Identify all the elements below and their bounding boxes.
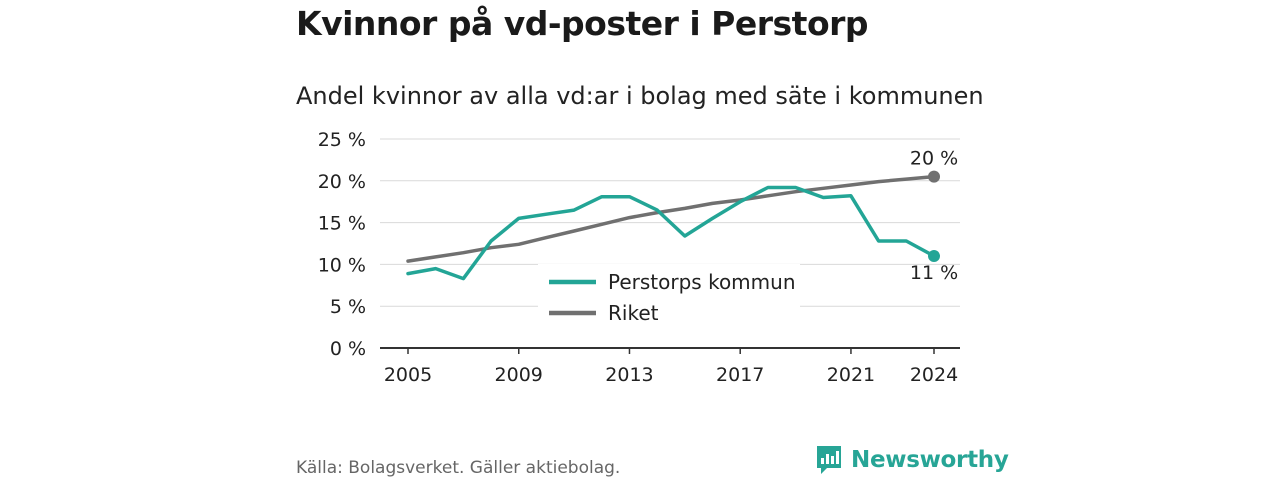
brand-name: Newsworthy (851, 447, 1009, 473)
y-tick-label: 5 % (330, 296, 366, 318)
x-tick-label: 2009 (495, 364, 543, 386)
x-axis: 2005 2009 2013 2017 2021 2024 (380, 347, 960, 386)
end-labels: 20 % 11 % (910, 148, 958, 284)
y-tick-label: 10 % (318, 254, 366, 276)
chart-title: Kvinnor på vd-poster i Perstorp (296, 4, 869, 43)
legend-label: Perstorps kommun (608, 270, 796, 294)
x-tick-label: 2005 (384, 364, 432, 386)
riket-end-label: 20 % (910, 148, 958, 170)
series-lines (406, 170, 940, 281)
x-tick-label: 2013 (605, 364, 653, 386)
series-line-riket (406, 174, 936, 263)
legend-background (538, 264, 800, 330)
series-end-point (928, 170, 940, 183)
source-note: Källa: Bolagsverket. Gäller aktiebolag. (296, 458, 621, 478)
legend-label: Riket (608, 301, 659, 325)
line-chart: 0 %5 %10 %15 %20 %25 % 2005 2009 2013 2017 2… (318, 129, 960, 386)
x-tick-label: 2024 (910, 364, 958, 386)
chart-subtitle: Andel kvinnor av alla vd:ar i bolag med … (296, 82, 984, 110)
series-line-perstorp (406, 185, 936, 281)
y-tick-label: 25 % (318, 129, 366, 151)
y-axis-ticks: 0 % 5 % 10 % 15 % 20 % 25 % (318, 129, 366, 360)
y-tick-label: 15 % (318, 213, 366, 235)
x-tick-label: 2017 (716, 364, 764, 386)
series-end-point (928, 250, 940, 263)
perstorp-end-label: 11 % (910, 262, 958, 284)
x-tick-label: 2021 (827, 364, 875, 386)
brand-logo: Newsworthy (815, 444, 1009, 476)
legend: Perstorps kommun Riket (538, 264, 800, 330)
y-tick-label: 20 % (318, 171, 366, 193)
bar-chart-logo-icon (817, 446, 841, 474)
y-tick-label: 0 % (330, 338, 366, 360)
